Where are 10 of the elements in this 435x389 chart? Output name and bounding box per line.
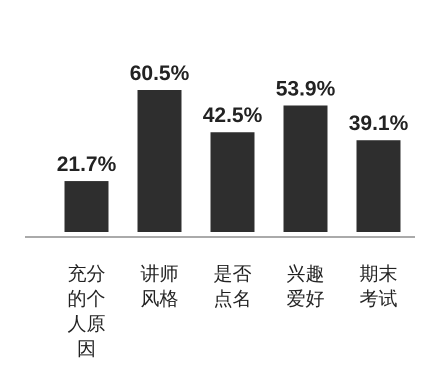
x-tick-label: 充分的个人原因 <box>68 263 106 360</box>
data-label: 42.5% <box>202 104 263 128</box>
data-label: 53.9% <box>276 77 336 100</box>
x-tick-label: 讲师风格 <box>140 263 178 310</box>
x-tick-label: 兴趣爱好 <box>286 263 324 310</box>
x-tick-label: 是否点名 <box>214 263 252 310</box>
x-tick-label: 期末考试 <box>360 263 398 310</box>
data-label: 21.7% <box>56 153 117 176</box>
data-label: 60.5% <box>130 62 190 85</box>
data-label: 39.1% <box>348 112 409 136</box>
